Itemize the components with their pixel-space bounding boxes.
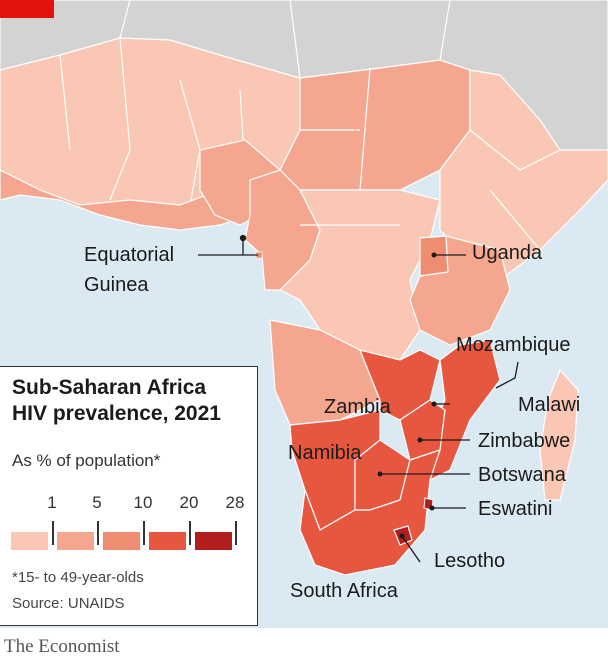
angola xyxy=(269,319,381,426)
label-mozambique: Mozambique xyxy=(456,334,571,356)
legend-tickline-28 xyxy=(235,521,237,545)
legend-tick-28: 28 xyxy=(225,493,245,512)
legend-subtitle: As % of population* xyxy=(12,451,161,470)
label-uganda: Uganda xyxy=(472,242,543,264)
legend-tick-20: 20 xyxy=(179,493,199,512)
sahel-region xyxy=(279,59,471,191)
label-malawi: Malawi xyxy=(518,394,581,416)
label-zimbabwe: Zimbabwe xyxy=(478,430,571,452)
madagascar xyxy=(539,368,579,501)
legend-title-line1: Sub-Saharan Africa xyxy=(12,376,207,399)
label-namibia: Namibia xyxy=(288,442,362,464)
legend-title-line2: HIV prevalence, 2021 xyxy=(12,402,221,425)
label-equatorial-guinea-2: Guinea xyxy=(84,274,149,296)
legend-tickline-1 xyxy=(52,521,54,545)
label-equatorial-guinea-1: Equatorial xyxy=(84,244,175,266)
legend-panel: Sub-Saharan Africa HIV prevalence, 2021 … xyxy=(0,366,258,626)
legend-tick-5: 5 xyxy=(92,493,102,512)
legend-tick-10: 10 xyxy=(133,493,153,512)
legend-footnote: *15- to 49-year-olds xyxy=(12,569,144,586)
legend-tick-1: 1 xyxy=(47,493,57,512)
africa-map: Equatorial Guinea Uganda Mozambique Zamb… xyxy=(0,0,608,628)
south-africa xyxy=(299,449,441,576)
legend-swatch-band2 xyxy=(57,532,94,550)
legend-tickline-10 xyxy=(143,521,145,545)
brand-logo-text: The Economist xyxy=(4,636,120,657)
map-svg xyxy=(0,0,608,576)
legend-swatch-band1 xyxy=(11,532,48,550)
legend-tickline-5 xyxy=(97,521,99,545)
legend-tickline-20 xyxy=(189,521,191,545)
zimbabwe xyxy=(399,399,446,461)
legend-swatch-band3 xyxy=(103,532,140,550)
kenya-tanzania xyxy=(409,235,511,346)
label-zambia: Zambia xyxy=(324,396,391,418)
legend-title: Sub-Saharan Africa HIV prevalence, 2021 xyxy=(12,375,221,427)
leader-dot-equatorial-guinea xyxy=(239,234,247,242)
sahel-borders xyxy=(300,67,371,191)
horn-region xyxy=(439,69,608,281)
label-south-africa: South Africa xyxy=(290,580,398,602)
legend-swatch-band5 xyxy=(195,532,232,550)
horn-borders xyxy=(469,129,561,251)
label-lesotho: Lesotho xyxy=(434,550,506,572)
label-eswatini: Eswatini xyxy=(478,498,553,520)
leader-lesotho xyxy=(401,535,421,563)
leader-mozambique xyxy=(495,361,519,389)
west-africa-borders xyxy=(59,37,246,206)
label-botswana: Botswana xyxy=(478,464,566,486)
north-africa-borders xyxy=(119,0,451,79)
legend-swatch-band4 xyxy=(149,532,186,550)
legend-source: Source: UNAIDS xyxy=(12,595,125,612)
brand-red-bar xyxy=(0,0,54,18)
